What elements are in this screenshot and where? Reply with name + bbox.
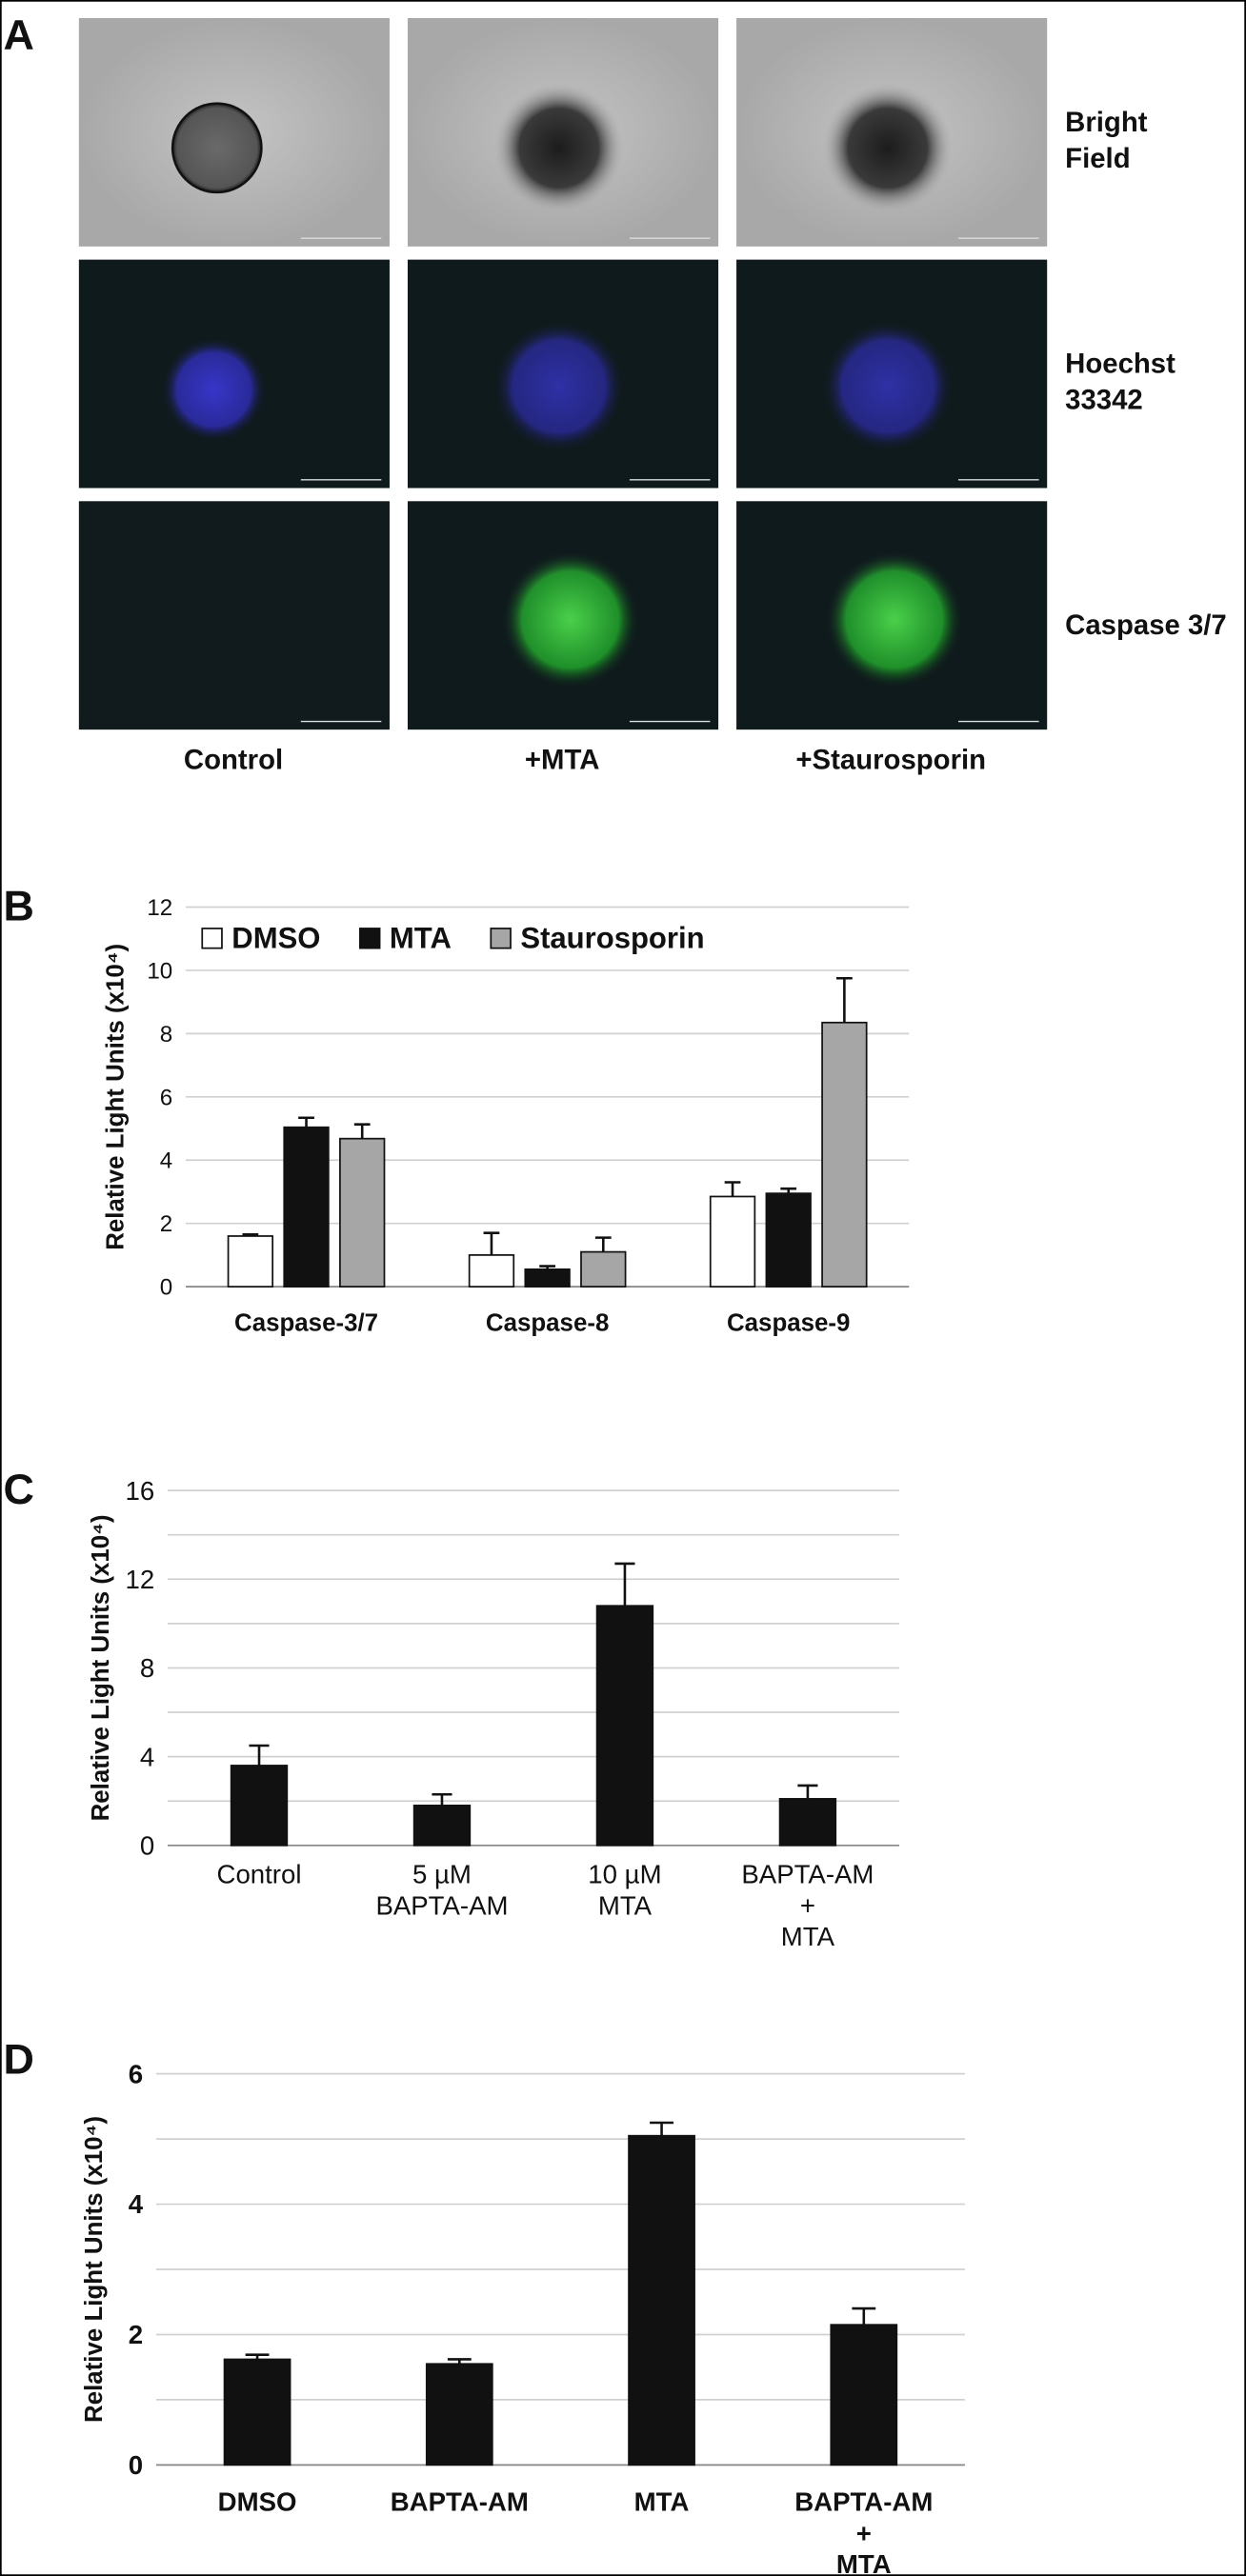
column-label: +Staurosporin xyxy=(795,745,986,776)
x-tick-label: BAPTA-AM + MTA xyxy=(741,1860,874,1952)
y-tick-label: 8 xyxy=(160,1022,172,1048)
bar xyxy=(778,1798,837,1847)
legend-swatch xyxy=(201,928,223,949)
micrographs xyxy=(78,17,1048,730)
row-label: Hoechst 33342 xyxy=(1065,349,1176,416)
y-tick-label: 6 xyxy=(160,1085,172,1110)
y-tick-label: 10 xyxy=(147,958,172,984)
column-label: Control xyxy=(184,745,283,776)
y-tick-label: 0 xyxy=(160,1275,172,1301)
row-label: Bright Field xyxy=(1065,107,1148,174)
x-tick-label: Caspase-9 xyxy=(727,1310,850,1337)
bar xyxy=(230,1765,289,1847)
y-tick-label: 0 xyxy=(129,2450,143,2480)
y-tick-label: 16 xyxy=(126,1476,155,1506)
panel-label: C xyxy=(3,1465,33,1513)
bar xyxy=(830,2324,898,2466)
y-tick-label: 0 xyxy=(140,1830,154,1860)
x-tick-label: Caspase-8 xyxy=(486,1310,609,1337)
y-tick-label: 2 xyxy=(129,2320,143,2349)
y-tick-label: 4 xyxy=(160,1148,172,1174)
x-tick-label: Control xyxy=(217,1860,302,1889)
panel-label: D xyxy=(3,2035,33,2084)
y-tick-label: 2 xyxy=(160,1211,172,1237)
column-label: +MTA xyxy=(525,745,599,776)
bar xyxy=(765,1192,812,1288)
bar xyxy=(425,2363,493,2466)
y-axis-label: Relative Light Units (x10⁴) xyxy=(81,2116,108,2423)
x-tick-label: 10 µM MTA xyxy=(588,1860,661,1921)
bar xyxy=(821,1021,868,1288)
y-axis-label: Relative Light Units (x10⁴) xyxy=(88,1514,114,1821)
bar xyxy=(283,1126,330,1288)
y-tick-label: 8 xyxy=(140,1653,154,1683)
y-tick-label: 12 xyxy=(147,895,172,921)
legend-label: DMSO xyxy=(231,922,320,955)
y-tick-label: 4 xyxy=(129,2189,144,2219)
x-tick-label: Caspase-3/7 xyxy=(234,1310,378,1337)
x-tick-label: BAPTA-AM + MTA xyxy=(794,2487,933,2576)
bar xyxy=(468,1254,515,1288)
y-axis-label: Relative Light Units (x10⁴) xyxy=(102,944,129,1250)
bar xyxy=(580,1250,627,1288)
legend-label: MTA xyxy=(390,922,452,955)
y-tick-label: 4 xyxy=(140,1742,154,1771)
bar xyxy=(339,1137,386,1288)
row-label: Caspase 3/7 xyxy=(1065,609,1227,641)
bar xyxy=(628,2134,695,2466)
x-tick-label: BAPTA-AM xyxy=(391,2487,529,2517)
legend-swatch xyxy=(359,928,381,949)
legend-label: Staurosporin xyxy=(520,922,704,955)
bar xyxy=(223,2358,291,2466)
bar xyxy=(595,1605,654,1847)
panel-label: A xyxy=(3,10,33,59)
bar xyxy=(412,1805,472,1847)
bar xyxy=(709,1195,756,1288)
panel-label: B xyxy=(3,881,33,929)
y-tick-label: 12 xyxy=(126,1565,155,1594)
y-tick-label: 6 xyxy=(129,2059,143,2088)
x-tick-label: MTA xyxy=(634,2487,690,2517)
x-tick-label: 5 µM BAPTA-AM xyxy=(375,1860,508,1921)
bar xyxy=(524,1268,571,1288)
legend-swatch xyxy=(490,928,512,949)
x-tick-label: DMSO xyxy=(218,2487,297,2517)
bar xyxy=(227,1235,274,1288)
